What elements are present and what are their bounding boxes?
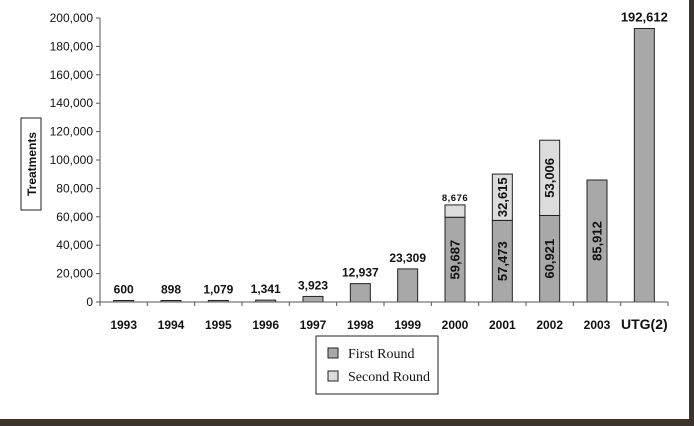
y-tick-label: 200,000	[50, 11, 94, 25]
y-tick-label: 100,000	[50, 153, 94, 167]
data-label-second-round: 32,615	[495, 177, 510, 217]
x-axis: 1993 1994 1995 1996 1997 1998 1999 2000 2001 2002…	[99, 301, 669, 332]
data-label-first-round: 1,341	[251, 282, 281, 296]
x-tick-label: UTG(2)	[621, 316, 668, 332]
data-label-first-round: 3,923	[298, 278, 328, 292]
data-label-first-round: 600	[114, 283, 134, 297]
data-label-first-round: 898	[161, 283, 181, 297]
y-tick-label: 0	[86, 295, 93, 309]
x-tick-label: 1998	[347, 318, 374, 332]
x-tick-label: 1995	[205, 318, 232, 332]
bar-first-round	[397, 268, 419, 303]
x-tick-label: 2003	[584, 318, 611, 332]
bar-first-round	[302, 295, 324, 303]
y-tick-label: 20,000	[56, 267, 93, 281]
legend-swatch-first-round	[327, 347, 339, 359]
y-tick-label: 120,000	[50, 125, 94, 139]
data-label-first-round: 192,612	[621, 9, 668, 24]
y-tick-label: 40,000	[56, 238, 93, 252]
legend-label-second-round: Second Round	[348, 370, 430, 385]
x-tick-label: 2001	[489, 318, 516, 332]
data-label-first-round: 23,309	[389, 251, 426, 265]
data-label-first-round: 1,079	[203, 282, 233, 296]
legend-swatch-second-round	[327, 370, 339, 382]
bar-second-round	[444, 204, 466, 218]
data-label-first-round: 57,473	[495, 241, 510, 281]
bar-first-round	[349, 283, 371, 303]
bars	[113, 27, 655, 303]
x-tick-label: 1994	[158, 318, 185, 332]
x-tick-label: 1999	[394, 318, 421, 332]
data-label-first-round: 59,687	[448, 240, 463, 280]
data-label-second-round: 53,006	[542, 158, 557, 198]
data-label-first-round: 60,921	[542, 239, 557, 279]
data-label-second-round: 8,676	[442, 193, 468, 204]
x-tick-label: 1997	[300, 318, 327, 332]
y-tick-label: 160,000	[50, 68, 94, 82]
data-label-first-round: 85,912	[590, 221, 605, 261]
legend-box	[315, 335, 439, 395]
y-tick-label: 140,000	[50, 96, 94, 110]
bar-second-round	[539, 139, 561, 216]
data-label-first-round: 12,937	[342, 266, 379, 280]
x-tick-label: 2000	[442, 318, 469, 332]
y-tick-label: 80,000	[56, 181, 93, 195]
x-tick-label: 1996	[252, 318, 279, 332]
x-tick-label: 2002	[536, 318, 563, 332]
y-axis: 0 20,000 40,000 60,000 80,000 100,000 120,000 1…	[50, 11, 101, 309]
y-tick-label: 60,000	[56, 210, 93, 224]
treatments-bar-chart: 0 20,000 40,000 60,000 80,000 100,000 120,000 1…	[20, 9, 669, 395]
bar-second-round	[491, 173, 513, 221]
x-tick-label: 1993	[110, 318, 137, 332]
legend-label-first-round: First Round	[348, 347, 415, 362]
data-labels: 600 898 1,079 1,341 3,923 12,937 23,309 59,687 8…	[114, 9, 668, 296]
y-tick-label: 180,000	[50, 39, 94, 53]
legend: First Round Second Round	[315, 335, 439, 395]
bar-first-round	[633, 27, 655, 303]
y-axis-title: Treatments	[25, 132, 39, 196]
ylabel-box	[20, 117, 42, 211]
